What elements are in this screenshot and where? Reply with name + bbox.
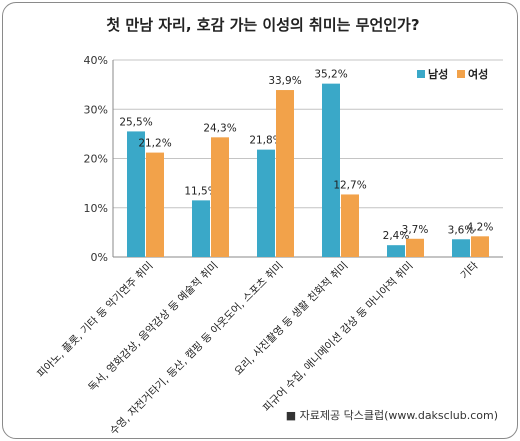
x-tick-label: 독서, 영화감상, 음악감상 등 예술적 취미: [86, 259, 221, 394]
data-label: 24,3%: [203, 122, 236, 134]
data-label: 25,5%: [119, 116, 152, 128]
chart-title: 첫 만남 자리, 호감 가는 이성의 취미는 무언인가?: [106, 16, 419, 34]
bar-남성: [127, 131, 145, 257]
x-tick-label: 피규어 수집, 애니메이션 감상 등 마니아적 취미: [261, 260, 416, 415]
x-tick-label: 피아노, 플롯, 기타 등 악기연주 취미: [35, 260, 156, 381]
data-label: 35,2%: [314, 69, 347, 81]
x-tick-label: 요리, 사진촬영 등 생활 친화적 취미: [232, 259, 351, 378]
bar-남성: [257, 149, 275, 257]
data-label: 4,2%: [467, 221, 494, 233]
data-label: 12,7%: [333, 179, 366, 191]
bar-남성: [192, 200, 210, 257]
bar-남성: [387, 245, 405, 257]
bar-남성: [452, 239, 470, 257]
y-tick-label: 10%: [84, 202, 108, 215]
bar-남성: [322, 83, 340, 257]
data-label: 2,4%: [383, 230, 410, 242]
data-label: 21,8%: [249, 135, 282, 147]
source-note: ■ 자료제공 닥스클럽(www.daksclub.com): [286, 408, 498, 422]
data-label: 21,2%: [138, 138, 171, 150]
x-tick-label: 기타: [458, 259, 480, 281]
y-tick-label: 0%: [91, 251, 108, 264]
bar-여성: [406, 238, 424, 257]
y-tick-label: 30%: [84, 103, 108, 116]
legend-swatch-남성: [417, 70, 425, 78]
bar-여성: [276, 90, 294, 257]
legend-swatch-여성: [457, 70, 465, 78]
bar-여성: [146, 152, 164, 257]
bar-여성: [341, 194, 359, 257]
data-label: 33,9%: [268, 75, 301, 87]
data-label: 11,5%: [184, 185, 217, 197]
legend-label: 여성: [468, 67, 488, 81]
y-tick-label: 20%: [84, 153, 108, 166]
data-label: 3,7%: [402, 224, 429, 236]
legend-label: 남성: [428, 67, 448, 81]
bar-여성: [211, 137, 229, 257]
data-label: 3,6%: [448, 224, 475, 236]
y-tick-label: 40%: [84, 54, 108, 67]
bar-여성: [471, 236, 489, 257]
